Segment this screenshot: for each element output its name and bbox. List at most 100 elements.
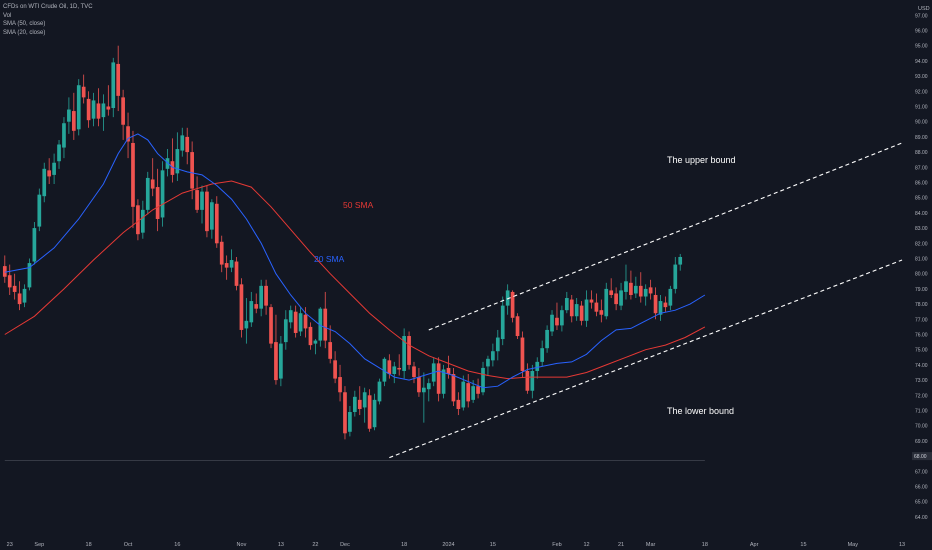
candle-body[interactable]: [584, 299, 589, 321]
candle-body[interactable]: [648, 287, 653, 294]
candle-body[interactable]: [76, 85, 81, 130]
candle-body[interactable]: [32, 228, 37, 262]
candle-body[interactable]: [673, 264, 678, 289]
candle-body[interactable]: [2, 266, 7, 277]
candle-body[interactable]: [180, 135, 185, 151]
candle-body[interactable]: [382, 358, 387, 382]
candle-body[interactable]: [629, 282, 633, 295]
candle-body[interactable]: [239, 284, 244, 330]
candle-body[interactable]: [426, 383, 431, 390]
candle-body[interactable]: [175, 149, 180, 174]
candle-body[interactable]: [52, 162, 56, 175]
candle-body[interactable]: [505, 290, 510, 306]
candle-body[interactable]: [495, 337, 500, 352]
candle-body[interactable]: [594, 302, 599, 312]
candle-body[interactable]: [47, 170, 52, 177]
candle-body[interactable]: [111, 62, 116, 109]
candle-body[interactable]: [279, 343, 283, 379]
candle-body[interactable]: [131, 142, 135, 207]
candle-body[interactable]: [476, 386, 480, 394]
candle-body[interactable]: [150, 179, 155, 189]
candle-body[interactable]: [86, 98, 91, 121]
candle-body[interactable]: [446, 367, 451, 375]
candle-body[interactable]: [155, 187, 160, 219]
candle-body[interactable]: [348, 412, 352, 432]
candle-body[interactable]: [422, 387, 426, 393]
candle-body[interactable]: [254, 304, 259, 309]
candle-body[interactable]: [515, 316, 520, 337]
candle-body[interactable]: [343, 392, 347, 434]
candle-body[interactable]: [604, 288, 609, 317]
candle-body[interactable]: [500, 305, 505, 340]
candle-body[interactable]: [614, 293, 618, 305]
candle-body[interactable]: [535, 361, 540, 371]
candle-body[interactable]: [678, 256, 683, 265]
candle-body[interactable]: [560, 310, 564, 326]
candle-body[interactable]: [579, 305, 584, 321]
candle-body[interactable]: [308, 326, 313, 346]
candle-body[interactable]: [417, 377, 421, 393]
candle-body[interactable]: [274, 342, 278, 381]
candle-body[interactable]: [42, 168, 47, 197]
candle-body[interactable]: [486, 358, 490, 367]
candle-body[interactable]: [333, 360, 337, 379]
candle-body[interactable]: [145, 177, 150, 210]
candle-body[interactable]: [392, 366, 397, 375]
candle-body[interactable]: [357, 399, 362, 409]
candle-body[interactable]: [249, 301, 254, 323]
candle-body[interactable]: [633, 285, 638, 294]
candle-body[interactable]: [638, 285, 643, 297]
candle-body[interactable]: [461, 381, 466, 408]
candle-body[interactable]: [244, 320, 249, 329]
candle-body[interactable]: [195, 190, 199, 210]
candle-body[interactable]: [471, 386, 475, 400]
candle-body[interactable]: [387, 360, 392, 375]
candle-body[interactable]: [352, 396, 357, 413]
candle-body[interactable]: [37, 194, 42, 227]
candle-body[interactable]: [219, 241, 224, 265]
candle-body[interactable]: [200, 191, 204, 210]
candle-body[interactable]: [214, 203, 219, 244]
candle-body[interactable]: [436, 363, 441, 394]
sma20-line[interactable]: [4, 133, 706, 389]
candle-body[interactable]: [62, 123, 66, 148]
candle-body[interactable]: [599, 310, 604, 315]
candle-body[interactable]: [160, 170, 165, 218]
candle-body[interactable]: [412, 366, 416, 378]
candle-body[interactable]: [96, 103, 101, 119]
candle-body[interactable]: [643, 288, 648, 297]
candle-body[interactable]: [362, 392, 367, 408]
candle-body[interactable]: [530, 370, 535, 391]
candle-body[interactable]: [22, 288, 27, 303]
candle-body[interactable]: [619, 290, 623, 306]
candle-body[interactable]: [17, 293, 22, 305]
candle-body[interactable]: [377, 381, 382, 402]
candle-body[interactable]: [234, 261, 239, 286]
candle-body[interactable]: [402, 336, 406, 371]
candle-body[interactable]: [323, 308, 328, 341]
price-axis[interactable]: [910, 0, 932, 550]
candle-body[interactable]: [293, 311, 298, 333]
candle-body[interactable]: [481, 367, 485, 393]
candle-body[interactable]: [12, 285, 17, 292]
candle-body[interactable]: [653, 294, 658, 314]
candle-body[interactable]: [550, 314, 554, 332]
candle-body[interactable]: [303, 314, 308, 329]
candle-body[interactable]: [165, 158, 170, 169]
candle-body[interactable]: [101, 103, 106, 118]
candle-body[interactable]: [67, 109, 71, 122]
candle-body[interactable]: [91, 100, 96, 119]
candle-body[interactable]: [264, 285, 268, 306]
candle-body[interactable]: [224, 263, 229, 268]
candle-body[interactable]: [71, 111, 76, 131]
candle-body[interactable]: [7, 275, 12, 288]
candle-body[interactable]: [205, 191, 209, 232]
candle-body[interactable]: [367, 395, 372, 429]
candle-body[interactable]: [624, 281, 628, 292]
candle-body[interactable]: [372, 399, 377, 428]
candle-body[interactable]: [27, 263, 32, 288]
candle-body[interactable]: [298, 313, 303, 332]
candle-body[interactable]: [269, 307, 273, 344]
